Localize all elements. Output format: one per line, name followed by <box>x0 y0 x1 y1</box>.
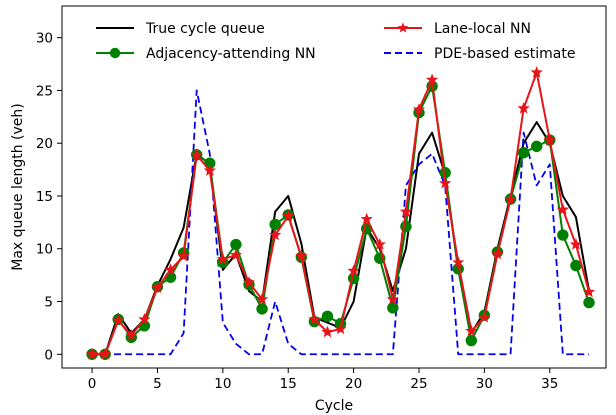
legend-item-adjacency-attending-nn: Adjacency-attending NN <box>96 46 316 62</box>
legend-label: PDE-based estimate <box>434 46 575 62</box>
y-tick-label: 15 <box>36 189 53 205</box>
data-point <box>282 209 295 222</box>
data-point <box>452 256 465 268</box>
y-axis: 0 5 10 15 20 25 30 <box>36 31 62 363</box>
data-point <box>412 102 426 115</box>
data-point <box>230 238 242 251</box>
data-point <box>504 192 517 205</box>
legend-item-pde-based-estimate: PDE-based estimate <box>384 46 575 62</box>
data-point <box>360 212 373 225</box>
plot-area <box>62 6 606 368</box>
x-tick-label: 35 <box>541 376 558 392</box>
legend-item-true-cycle-queue: True cycle queue <box>96 21 265 37</box>
y-tick-label: 10 <box>36 242 53 258</box>
data-point <box>583 296 595 309</box>
y-tick-label: 25 <box>36 83 53 99</box>
data-point <box>570 259 582 272</box>
data-point <box>543 133 556 146</box>
legend-label: True cycle queue <box>145 21 265 37</box>
data-point <box>255 292 269 305</box>
data-point <box>334 322 347 335</box>
data-point <box>439 176 452 189</box>
data-point <box>491 247 504 260</box>
data-point <box>530 66 543 78</box>
data-point <box>373 238 386 250</box>
y-axis-label: Max queue length (veh) <box>10 103 26 270</box>
data-point <box>387 302 399 314</box>
x-tick-label: 15 <box>280 376 297 392</box>
series-lane-local-nn <box>85 66 596 360</box>
data-point <box>517 146 530 159</box>
data-point <box>556 203 569 215</box>
data-point <box>321 310 334 322</box>
data-point <box>530 140 543 153</box>
x-tick-label: 10 <box>214 376 231 392</box>
series-layer <box>85 66 596 360</box>
data-point <box>203 164 216 176</box>
legend-label: Lane-local NN <box>434 21 531 37</box>
data-point <box>308 313 321 325</box>
data-point <box>517 101 530 114</box>
x-tick-label: 30 <box>476 376 493 392</box>
data-point <box>151 281 164 293</box>
data-point <box>425 73 439 86</box>
data-point <box>269 228 282 241</box>
series-line <box>92 89 589 356</box>
data-point <box>85 347 99 360</box>
y-tick-label: 30 <box>36 31 53 47</box>
legend: True cycle queue Adjacency-attending NN La… <box>96 21 575 62</box>
legend-marker <box>397 22 409 33</box>
legend-label: Adjacency-attending NN <box>146 46 316 62</box>
y-tick-label: 0 <box>44 347 53 363</box>
plot-frame <box>61 5 607 369</box>
x-tick-label: 20 <box>345 376 362 392</box>
data-point <box>138 313 151 325</box>
y-tick-label: 20 <box>36 136 53 152</box>
y-tick-label: 5 <box>44 295 53 311</box>
x-axis-label: Cycle <box>315 398 353 414</box>
data-point <box>582 285 596 298</box>
data-point <box>478 310 491 323</box>
data-point <box>295 249 308 262</box>
data-point <box>99 347 112 360</box>
data-point <box>465 334 478 347</box>
data-point <box>347 264 360 277</box>
legend-marker <box>109 47 121 59</box>
data-point <box>256 303 268 315</box>
data-point <box>465 324 478 337</box>
data-point <box>242 276 256 288</box>
x-axis: 0 5 10 15 20 25 30 35 <box>88 368 558 392</box>
data-point <box>569 238 583 250</box>
data-point <box>164 263 177 276</box>
x-tick-label: 25 <box>410 376 427 392</box>
data-point <box>177 249 190 262</box>
data-point <box>557 229 569 241</box>
series-pde-based-estimate <box>92 89 589 356</box>
data-point <box>216 252 229 265</box>
data-point <box>190 148 203 161</box>
data-point <box>321 325 334 338</box>
data-point <box>125 328 138 341</box>
x-tick-label: 5 <box>153 376 162 392</box>
data-point <box>112 314 125 326</box>
x-tick-label: 0 <box>88 376 97 392</box>
data-point <box>386 292 399 305</box>
data-point <box>229 248 243 261</box>
data-point <box>399 205 413 218</box>
legend-item-lane-local-nn: Lane-local NN <box>384 21 531 37</box>
